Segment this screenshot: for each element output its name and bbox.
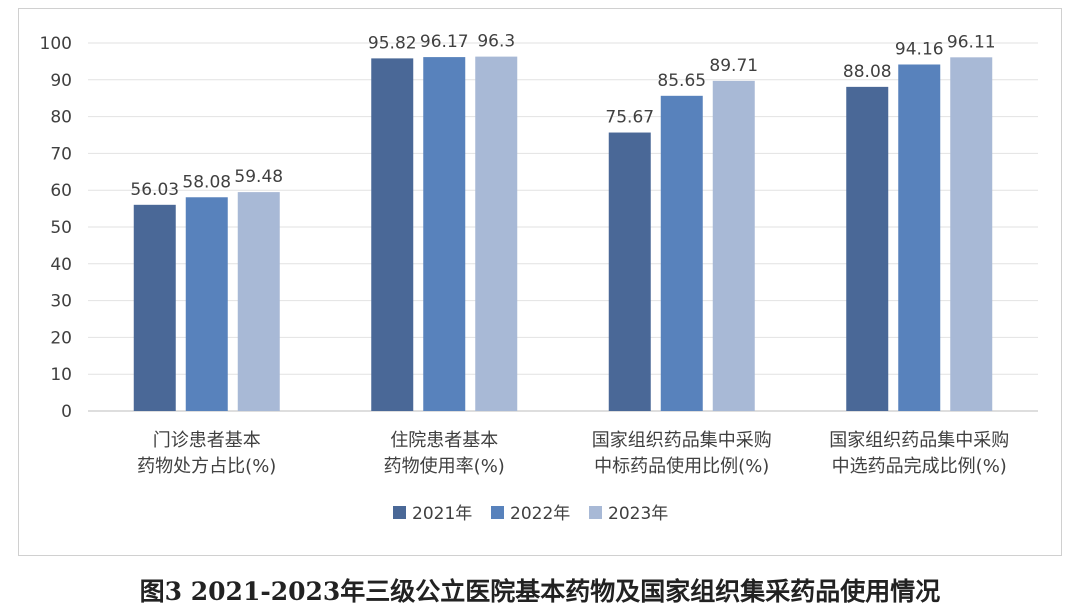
bar	[475, 56, 518, 412]
figure-caption: 图3 2021-2023年三级公立医院基本药物及国家组织集采药品使用情况	[139, 577, 941, 606]
y-tick-label: 30	[50, 292, 72, 312]
legend-label: 2021年	[412, 504, 472, 524]
y-tick-label: 40	[50, 255, 72, 275]
data-label: 88.08	[843, 62, 892, 82]
bar	[898, 64, 941, 411]
bar	[133, 204, 176, 411]
bar	[950, 57, 993, 412]
x-tick-label: 住院患者基本	[390, 430, 498, 451]
y-tick-label: 100	[40, 34, 72, 54]
x-tick-label: 门诊患者基本	[153, 430, 261, 451]
x-tick-label: 国家组织药品集中采购	[592, 430, 772, 451]
x-tick-label: 中标药品使用比例(%)	[594, 456, 769, 477]
data-label: 94.16	[895, 39, 944, 59]
bar	[371, 58, 414, 412]
y-tick-label: 20	[50, 328, 72, 348]
data-label: 95.82	[368, 33, 417, 53]
x-tick-label: 药物处方占比(%)	[137, 456, 276, 477]
data-label: 96.17	[420, 32, 469, 52]
bar	[846, 86, 889, 411]
bar	[660, 95, 703, 412]
legend-label: 2023年	[608, 504, 668, 524]
bar-chart: 0 10 20 30 40 50 60 70 80 90 100 56.03 58.08 59.48 门诊患…	[40, 32, 1038, 524]
legend-swatch	[491, 506, 504, 519]
y-tick-label: 0	[61, 402, 72, 422]
data-label: 58.08	[182, 172, 231, 192]
data-label: 85.65	[657, 71, 706, 91]
bar	[185, 197, 228, 411]
y-tick-label: 50	[50, 218, 72, 238]
legend-swatch	[589, 506, 602, 519]
data-label: 59.48	[234, 167, 283, 187]
bar	[237, 192, 280, 411]
legend-swatch	[393, 506, 406, 519]
bar	[608, 132, 651, 411]
data-label: 96.11	[947, 32, 996, 52]
y-tick-label: 70	[50, 144, 72, 164]
bar	[712, 80, 755, 412]
x-tick-label: 中选药品完成比例(%)	[832, 456, 1007, 477]
x-tick-label: 国家组织药品集中采购	[829, 430, 1009, 451]
data-label: 56.03	[130, 180, 179, 200]
x-tick-label: 药物使用率(%)	[384, 456, 505, 477]
data-label: 89.71	[709, 56, 758, 76]
y-tick-label: 80	[50, 108, 72, 128]
legend-label: 2022年	[510, 504, 570, 524]
y-tick-label: 90	[50, 71, 72, 91]
y-tick-label: 60	[50, 181, 72, 201]
y-tick-label: 10	[50, 365, 72, 385]
bar	[423, 57, 466, 412]
data-label: 75.67	[605, 108, 654, 128]
data-label: 96.3	[477, 32, 515, 52]
